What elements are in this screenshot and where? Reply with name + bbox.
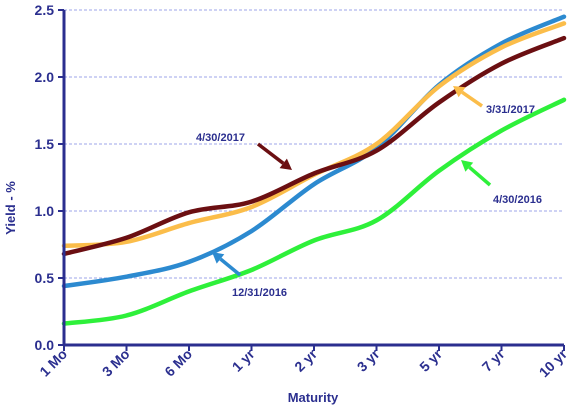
annotations: 4/30/2017 3/31/2017 12/31/2016 4/30/2016 [196, 86, 542, 299]
annotation-label: 3/31/2017 [486, 104, 535, 116]
x-tick-label: 2 yr [291, 345, 320, 374]
annotation-arrow-head [212, 252, 225, 264]
annotation-arrow-head [461, 160, 474, 172]
annotation-3-31-2017: 3/31/2017 [453, 86, 535, 116]
y-axis-title: Yield - % [3, 181, 18, 235]
annotation-12-31-2016: 12/31/2016 [212, 252, 287, 299]
annotation-arrow-shaft [256, 142, 285, 165]
annotation-arrow-head [453, 86, 466, 98]
x-tick-label: 3 yr [354, 345, 383, 374]
series-line-4-30-2016 [61, 97, 567, 326]
y-tick-label: 1.0 [35, 203, 55, 219]
annotation-label: 4/30/2017 [196, 132, 245, 144]
y-tick-label: 0.0 [35, 337, 55, 353]
y-tick-label: 0.5 [35, 270, 55, 286]
axes [58, 9, 565, 351]
annotation-arrow-shaft [219, 257, 242, 277]
annotation-arrow-shaft [468, 165, 492, 187]
series-line-3-31-2017 [61, 21, 567, 249]
y-tick-label: 2.5 [35, 2, 55, 18]
annotation-4-30-2016: 4/30/2016 [461, 160, 542, 206]
x-axis-title: Maturity [288, 390, 339, 405]
y-tick-label: 1.5 [35, 136, 55, 152]
annotation-arrow-head [279, 158, 292, 170]
annotation-4-30-2017: 4/30/2017 [196, 132, 292, 170]
x-tick-label: 6 Mo [161, 346, 195, 380]
y-tick-label: 2.0 [35, 69, 55, 85]
x-tick-label: 7 yr [479, 345, 508, 374]
x-tick-label: 3 Mo [99, 346, 133, 380]
x-tick-label: 1 yr [229, 345, 258, 374]
x-tick-labels: 1 Mo 3 Mo 6 Mo 1 yr 2 yr 3 yr 5 yr 7 yr 10 yr [36, 345, 570, 380]
series-line-4-30-2017 [61, 35, 567, 257]
annotation-label: 4/30/2016 [493, 194, 542, 206]
annotation-arrow-shaft [461, 90, 483, 108]
series-lines [61, 14, 567, 326]
annotation-label: 12/31/2016 [232, 287, 287, 299]
series-line-12-31-2016 [61, 14, 567, 289]
y-tick-labels: 0.0 0.5 1.0 1.5 2.0 2.5 [35, 2, 55, 353]
x-tick-label: 5 yr [416, 345, 445, 374]
